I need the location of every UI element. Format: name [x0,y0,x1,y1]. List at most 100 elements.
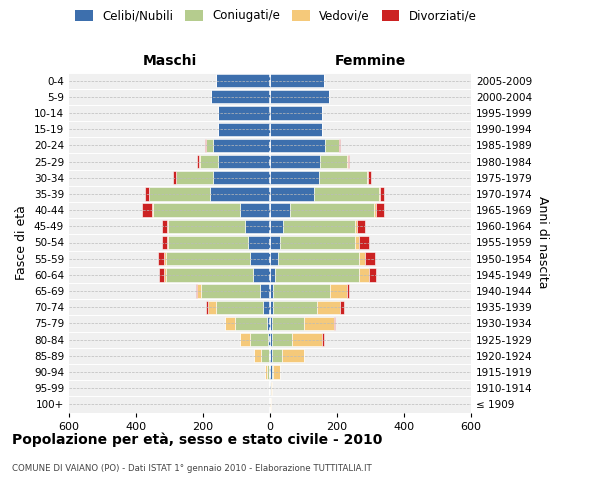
Bar [270,90,329,104]
Bar [210,188,270,200]
Text: Popolazione per età, sesso e stato civile - 2010: Popolazione per età, sesso e stato civil… [12,432,382,447]
Bar [359,268,369,281]
Bar [202,284,260,298]
Bar [167,236,168,249]
Text: Femmine: Femmine [335,54,406,68]
Bar [355,220,357,233]
Bar [270,106,322,120]
Bar [173,171,176,184]
Bar [274,300,317,314]
Bar [269,349,270,362]
Bar [270,333,272,346]
Bar [164,268,166,281]
Bar [260,349,269,362]
Bar [274,284,331,298]
Bar [280,236,355,249]
Bar [270,204,290,217]
Bar [158,252,164,266]
Bar [217,300,263,314]
Bar [359,252,365,266]
Bar [269,366,270,378]
Bar [196,284,197,298]
Bar [168,220,245,233]
Bar [347,284,349,298]
Bar [153,204,240,217]
Bar [270,317,272,330]
Y-axis label: Anni di nascita: Anni di nascita [536,196,549,288]
Bar [269,382,270,395]
Bar [218,155,270,168]
Bar [320,155,347,168]
Bar [245,220,270,233]
Bar [367,171,368,184]
Bar [268,333,270,346]
Bar [167,220,168,233]
Bar [376,204,384,217]
Bar [218,122,270,136]
Bar [338,138,340,152]
Bar [278,252,359,266]
Bar [270,220,283,233]
Bar [317,300,340,314]
Bar [166,268,253,281]
Bar [319,171,367,184]
Bar [379,188,380,200]
Bar [355,236,359,249]
Bar [270,300,274,314]
Bar [274,366,280,378]
Bar [254,349,260,362]
Text: Maschi: Maschi [142,54,197,68]
Bar [272,317,304,330]
Legend: Celibi/Nubili, Coniugati/e, Vedovi/e, Divorziati/e: Celibi/Nubili, Coniugati/e, Vedovi/e, Di… [73,7,479,24]
Bar [304,317,334,330]
Bar [213,171,270,184]
Bar [270,138,325,152]
Bar [270,398,271,411]
Bar [205,138,206,152]
Bar [322,333,323,346]
Bar [162,236,167,249]
Bar [314,188,379,200]
Bar [270,284,274,298]
Bar [380,188,384,200]
Bar [270,349,272,362]
Bar [270,155,320,168]
Bar [331,284,347,298]
Bar [357,220,365,233]
Bar [270,171,319,184]
Bar [166,252,250,266]
Bar [225,317,235,330]
Bar [290,204,374,217]
Bar [271,382,272,395]
Bar [211,90,270,104]
Bar [248,236,270,249]
Bar [263,300,270,314]
Bar [368,171,371,184]
Bar [272,366,274,378]
Bar [270,382,271,395]
Bar [206,138,213,152]
Bar [270,252,278,266]
Bar [142,204,152,217]
Bar [265,366,266,378]
Bar [325,138,338,152]
Bar [208,300,217,314]
Bar [292,333,322,346]
Bar [283,220,355,233]
Bar [340,300,344,314]
Y-axis label: Fasce di età: Fasce di età [16,205,28,280]
Bar [369,268,376,281]
Text: COMUNE DI VAIANO (PO) - Dati ISTAT 1° gennaio 2010 - Elaborazione TUTTITALIA.IT: COMUNE DI VAIANO (PO) - Dati ISTAT 1° ge… [12,464,372,473]
Bar [348,155,349,168]
Bar [199,155,200,168]
Bar [250,333,268,346]
Bar [200,155,218,168]
Bar [206,300,208,314]
Bar [374,204,376,217]
Bar [275,268,359,281]
Bar [164,252,166,266]
Bar [347,155,348,168]
Bar [282,349,304,362]
Bar [213,138,270,152]
Bar [145,188,149,200]
